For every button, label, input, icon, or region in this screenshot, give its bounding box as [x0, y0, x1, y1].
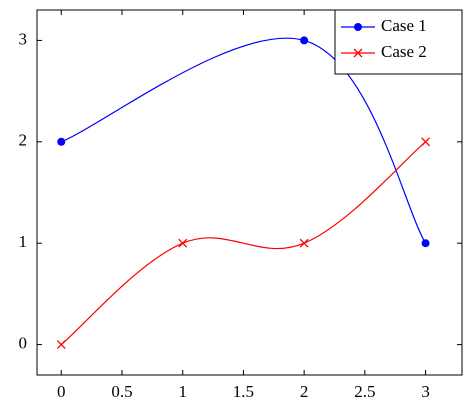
legend-label: Case 2: [381, 42, 427, 61]
x-tick-label: 0: [57, 382, 66, 401]
legend-marker: [354, 23, 362, 31]
marker: [299, 238, 309, 248]
marker: [57, 137, 66, 146]
x-tick-label: 0.5: [111, 382, 132, 401]
x-tick-label: 1.5: [233, 382, 254, 401]
legend: Case 1 Case 2: [334, 9, 463, 75]
marker: [178, 238, 188, 248]
marker: [421, 137, 431, 147]
legend-marker: [353, 48, 363, 58]
x-tick-label: 1: [178, 382, 187, 401]
y-tick-label: 2: [19, 131, 28, 150]
x-tick-label: 3: [421, 382, 430, 401]
marker: [300, 36, 309, 45]
plot-frame: [36, 9, 463, 376]
y-tick-label: 0: [19, 333, 28, 352]
series-line: [60, 141, 426, 346]
y-tick-label: 1: [19, 232, 28, 251]
y-tick-label: 3: [19, 29, 28, 48]
legend-label: Case 1: [381, 16, 427, 35]
x-tick-label: 2.5: [354, 382, 375, 401]
x-tick-label: 2: [300, 382, 309, 401]
legend-box: [334, 9, 463, 75]
marker: [421, 239, 430, 248]
marker: [56, 340, 66, 350]
